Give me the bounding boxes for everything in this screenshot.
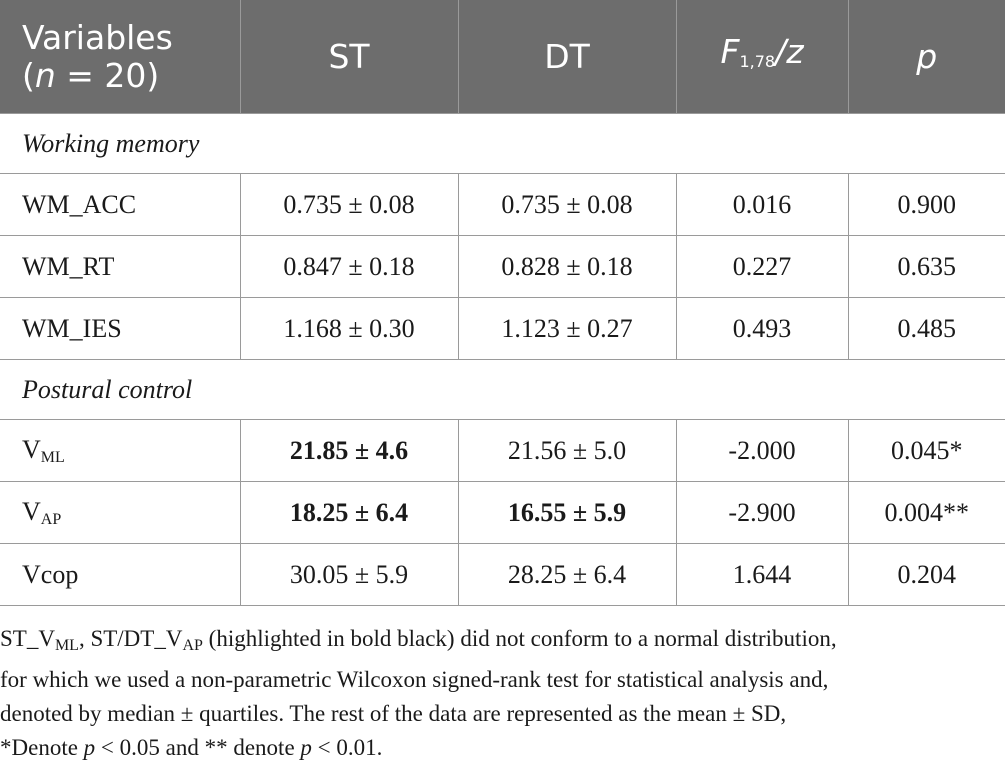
cell-st: 18.25 ± 6.4 xyxy=(239,481,459,544)
header-st: ST xyxy=(240,0,459,114)
cell-f: 0.493 xyxy=(675,297,849,360)
cell-dt: 21.56 ± 5.0 xyxy=(457,419,677,482)
header-variables-label: Variables xyxy=(22,17,173,57)
footnote-line-4: *Denote p < 0.05 and ** denote p < 0.01. xyxy=(0,735,383,760)
row-label: WM_IES xyxy=(0,297,241,360)
header-dt: DT xyxy=(458,0,677,114)
header-f-df: 1,78 xyxy=(739,51,776,71)
header-p-label: p xyxy=(916,36,938,76)
cell-st: 1.168 ± 0.30 xyxy=(239,297,459,360)
row-label-main: V xyxy=(22,434,41,464)
row-label: VML xyxy=(0,419,241,482)
cell-p: 0.900 xyxy=(847,173,1005,236)
row-label: Vcop xyxy=(0,543,241,606)
section-row-working-memory: Working memory xyxy=(0,113,1005,174)
header-row: Variables (n = 20) ST DT F1,78/z p xyxy=(0,0,1005,114)
row-label: WM_ACC xyxy=(0,173,241,236)
stats-table: Variables (n = 20) ST DT F1,78/z p Worki… xyxy=(0,0,1005,606)
row-label-sub: AP xyxy=(40,510,62,528)
table-row: WM_IES 1.168 ± 0.30 1.123 ± 0.27 0.493 0… xyxy=(0,297,1005,360)
table-row: Vcop 30.05 ± 5.9 28.25 ± 6.4 1.644 0.204 xyxy=(0,543,1005,606)
footnote-line-3: denoted by median ± quartiles. The rest … xyxy=(0,701,787,726)
table-footnote: ST_VML, ST/DT_VAP (highlighted in bold b… xyxy=(0,622,1000,765)
section-title: Postural control xyxy=(0,359,1005,420)
cell-st: 0.735 ± 0.08 xyxy=(239,173,459,236)
section-row-postural-control: Postural control xyxy=(0,359,1005,420)
cell-f: 1.644 xyxy=(675,543,849,606)
table-row: WM_ACC 0.735 ± 0.08 0.735 ± 0.08 0.016 0… xyxy=(0,173,1005,236)
cell-st: 21.85 ± 4.6 xyxy=(239,419,459,482)
header-p: p xyxy=(848,0,1005,114)
table-row: VAP 18.25 ± 6.4 16.55 ± 5.9 -2.900 0.004… xyxy=(0,481,1005,544)
header-variables: Variables (n = 20) xyxy=(0,0,241,114)
row-label: WM_RT xyxy=(0,235,241,298)
cell-p: 0.485 xyxy=(847,297,1005,360)
cell-st: 0.847 ± 0.18 xyxy=(239,235,459,298)
cell-p: 0.004** xyxy=(847,481,1005,544)
cell-f: 0.016 xyxy=(675,173,849,236)
row-label-sub: ML xyxy=(40,448,65,466)
cell-p: 0.204 xyxy=(847,543,1005,606)
row-label-main: V xyxy=(22,496,41,526)
header-f-statistic: F1,78/z xyxy=(676,0,849,114)
footnote-line-1: ST_VML, ST/DT_VAP (highlighted in bold b… xyxy=(0,626,837,654)
cell-dt: 1.123 ± 0.27 xyxy=(457,297,677,360)
cell-f: -2.000 xyxy=(675,419,849,482)
header-n: (n = 20) xyxy=(22,55,160,95)
stats-table-container: Variables (n = 20) ST DT F1,78/z p Worki… xyxy=(0,0,1005,606)
row-label: VAP xyxy=(0,481,241,544)
cell-dt: 0.828 ± 0.18 xyxy=(457,235,677,298)
header-f-tail: /z xyxy=(775,31,804,71)
cell-dt: 28.25 ± 6.4 xyxy=(457,543,677,606)
table-row: VML 21.85 ± 4.6 21.56 ± 5.0 -2.000 0.045… xyxy=(0,419,1005,482)
table-row: WM_RT 0.847 ± 0.18 0.828 ± 0.18 0.227 0.… xyxy=(0,235,1005,298)
footnote-line-2: for which we used a non-parametric Wilco… xyxy=(0,667,829,692)
cell-p: 0.045* xyxy=(847,419,1005,482)
cell-p: 0.635 xyxy=(847,235,1005,298)
cell-dt: 0.735 ± 0.08 xyxy=(457,173,677,236)
cell-f: -2.900 xyxy=(675,481,849,544)
cell-dt: 16.55 ± 5.9 xyxy=(457,481,677,544)
cell-st: 30.05 ± 5.9 xyxy=(239,543,459,606)
section-title: Working memory xyxy=(0,113,1005,174)
cell-f: 0.227 xyxy=(675,235,849,298)
header-f-letter: F xyxy=(720,31,740,71)
